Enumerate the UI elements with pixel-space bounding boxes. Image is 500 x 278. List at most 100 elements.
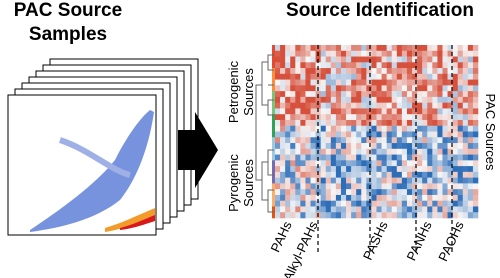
heat-cell [447, 148, 453, 155]
heat-cell [361, 166, 367, 173]
heat-cell [406, 91, 413, 98]
heat-cell [442, 45, 448, 52]
heat-cell [320, 50, 327, 57]
row-color [272, 62, 275, 69]
heat-cell [290, 79, 296, 86]
heat-cell [437, 62, 443, 69]
heat-cell [391, 62, 398, 69]
heat-cell [432, 119, 438, 127]
row-color [272, 189, 275, 196]
heat-cell [381, 56, 387, 63]
heat-cell [447, 189, 453, 196]
heat-cell [447, 131, 453, 138]
heat-cell [366, 148, 372, 155]
heat-cell [280, 189, 286, 196]
heat-cell [412, 45, 418, 52]
heat-cell [396, 119, 403, 127]
heat-cell [310, 68, 316, 75]
heat-cell [432, 96, 438, 103]
heat-cell [396, 56, 403, 63]
heat-cell [310, 166, 316, 173]
heat-cell [361, 91, 367, 98]
heat-cell [452, 171, 458, 178]
heat-cell [391, 96, 398, 103]
heat-cell [427, 114, 433, 121]
heat-cell [340, 177, 347, 184]
heat-cell [427, 194, 433, 201]
heat-cell [295, 171, 301, 178]
heat-cell [462, 108, 469, 115]
heat-cell [472, 189, 479, 196]
heat-cell [406, 96, 413, 103]
heat-cell [442, 177, 448, 184]
heat-cell [462, 154, 469, 161]
heat-cell [472, 194, 479, 201]
heat-cell [417, 62, 423, 69]
heat-cell [452, 189, 458, 196]
heat-cell [376, 45, 382, 52]
heat-cell [457, 189, 464, 196]
heat-cell [417, 183, 423, 190]
heat-cell [351, 114, 357, 121]
heat-cell [386, 114, 393, 121]
heat-cell [386, 143, 393, 150]
heat-cell [290, 143, 296, 150]
heat-cell [320, 119, 327, 127]
heat-cell [275, 137, 281, 144]
heat-cell [320, 125, 327, 132]
heat-cell [280, 102, 286, 109]
heat-cell [305, 79, 311, 86]
heat-cell [437, 68, 443, 75]
heat-cell [351, 45, 357, 52]
heat-cell [447, 166, 453, 173]
heat-cell [310, 194, 316, 201]
heat-cell [472, 85, 479, 92]
heat-cell [432, 85, 438, 92]
heat-cell [330, 73, 337, 80]
heat-cell [472, 160, 479, 167]
heat-cell [300, 183, 306, 190]
heat-cell [457, 56, 464, 63]
heat-cell [386, 119, 393, 127]
heat-cell [406, 68, 413, 75]
row-color [272, 154, 275, 161]
heat-cell [356, 79, 362, 86]
heat-cell [376, 131, 382, 138]
heat-cell [417, 194, 423, 201]
heat-cell [371, 50, 377, 57]
heat-cell [381, 68, 387, 75]
heat-cell [351, 91, 357, 98]
heat-cell [437, 85, 443, 92]
heat-cell [335, 45, 342, 52]
heat-cell [330, 108, 337, 115]
heat-cell [452, 143, 458, 150]
heat-cell [320, 68, 327, 75]
heat-cell [280, 91, 286, 98]
row-group-label: Sources [241, 159, 256, 207]
heat-cell [340, 79, 347, 86]
heat-cell [351, 56, 357, 63]
heat-cell [457, 108, 464, 115]
heat-cell [295, 79, 301, 86]
heat-cell [386, 154, 393, 161]
heat-cell [290, 160, 296, 167]
heat-cell [366, 189, 372, 196]
heat-cell [340, 160, 347, 167]
heat-cell [330, 154, 337, 161]
heat-cell [462, 73, 469, 80]
heat-cell [467, 85, 474, 92]
heat-cell [412, 171, 418, 178]
heat-cell [285, 200, 291, 207]
heat-cell [356, 154, 362, 161]
heat-cell [335, 79, 342, 86]
heat-cell [290, 50, 296, 57]
heat-cell [401, 194, 408, 201]
heat-cell [406, 166, 413, 173]
heat-cell [462, 96, 469, 103]
heat-cell [361, 183, 367, 190]
heat-cell [386, 73, 393, 80]
heat-cell [300, 171, 306, 178]
heat-cell [335, 108, 342, 115]
heat-cell [442, 91, 448, 98]
row-color [272, 50, 275, 57]
